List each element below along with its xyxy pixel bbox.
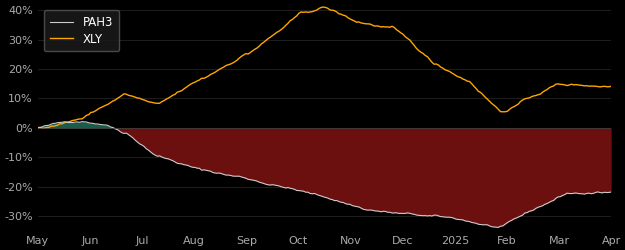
PAH3: [34, 126, 41, 130]
XLY: [34, 126, 41, 130]
PAH3: [78, 120, 86, 123]
PAH3: [105, 124, 112, 127]
PAH3: [494, 226, 502, 229]
XLY: [319, 6, 327, 8]
XLY: [39, 127, 46, 130]
XLY: [276, 30, 283, 32]
XLY: [278, 28, 285, 31]
XLY: [105, 102, 112, 106]
PAH3: [278, 185, 285, 188]
XLY: [586, 85, 593, 88]
Line: XLY: XLY: [38, 7, 611, 128]
PAH3: [586, 192, 593, 195]
PAH3: [608, 190, 615, 194]
PAH3: [118, 131, 126, 134]
XLY: [501, 110, 509, 113]
XLY: [608, 85, 615, 88]
XLY: [118, 94, 126, 97]
PAH3: [501, 223, 509, 226]
Legend: PAH3, XLY: PAH3, XLY: [44, 10, 119, 51]
Line: PAH3: PAH3: [38, 122, 611, 228]
PAH3: [276, 184, 283, 188]
